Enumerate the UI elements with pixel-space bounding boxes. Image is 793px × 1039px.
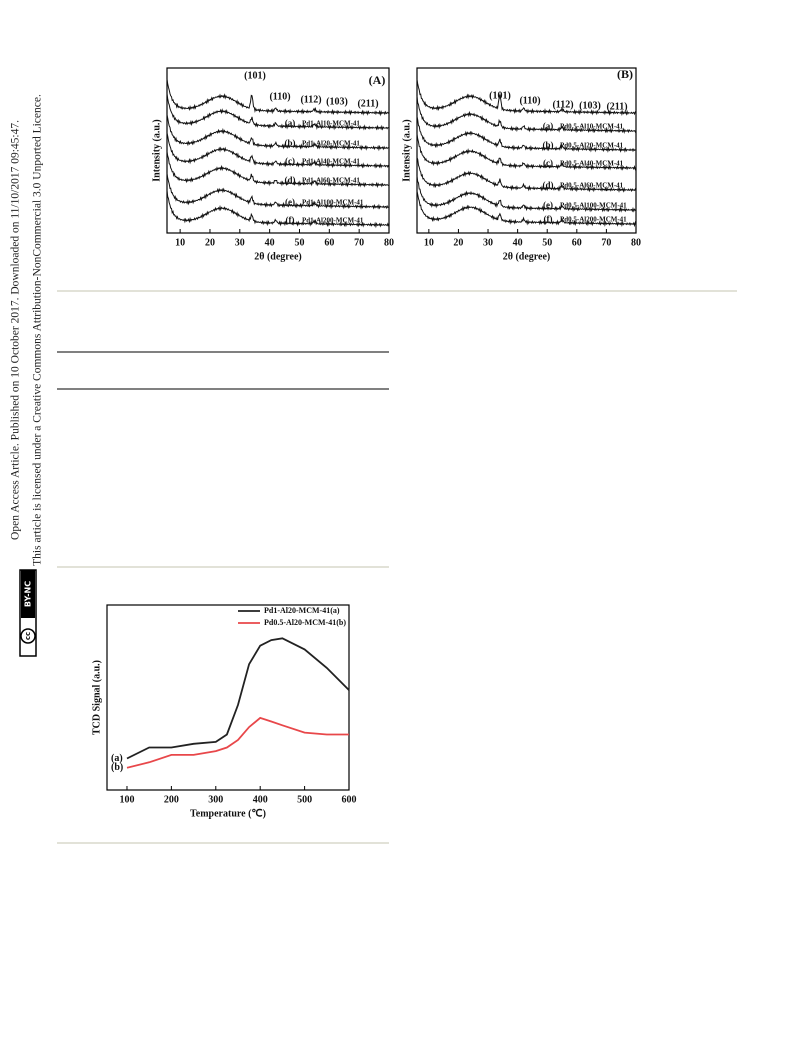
- sample-name: Pd0.5-Al100-MCM-41: [560, 202, 627, 210]
- x-tick-label: 50: [542, 237, 552, 248]
- sample-tag: (d): [543, 180, 554, 190]
- x-axis-label: 2θ (degree): [503, 251, 551, 262]
- sample-name: Pd1-Al60-MCM-41: [302, 177, 360, 185]
- sample-tag: (f): [544, 214, 553, 224]
- plot-frame: [416, 67, 637, 234]
- sample-tag: (f): [286, 215, 295, 225]
- sample-name: Pd0.5-Al20-MCM-41: [560, 142, 624, 150]
- series-line: [126, 716, 349, 769]
- x-tick-label: 20: [453, 237, 463, 248]
- x-tick-label: 40: [513, 237, 523, 248]
- pattern-curve: [416, 116, 637, 153]
- x-tick-label: 60: [324, 237, 334, 248]
- series-tag: (b): [111, 762, 123, 773]
- x-tick-label: 10: [175, 237, 185, 248]
- y-axis-label: Intensity (a.u.): [401, 119, 412, 182]
- pattern-curve: [416, 175, 637, 213]
- sample-name: Pd1-Al40-MCM-41: [302, 158, 360, 166]
- peak-label: (112): [552, 99, 573, 110]
- x-tick-label: 40: [265, 237, 275, 248]
- x-tick-label: 200: [164, 794, 179, 805]
- badge-cc: cc: [24, 632, 32, 640]
- x-tick-label: 60: [572, 237, 582, 248]
- pattern-curve: [166, 114, 389, 152]
- y-axis-label: TCD Signal (a.u.): [91, 660, 102, 735]
- pattern-curve: [416, 190, 637, 228]
- sample-tag: (d): [285, 175, 296, 185]
- pattern-curve: [416, 133, 637, 171]
- x-tick-label: 50: [294, 237, 304, 248]
- plot-frame: [166, 67, 390, 234]
- panel-letter: (A): [369, 73, 386, 87]
- x-tick-label: 600: [342, 794, 357, 805]
- legend-label: Pd0.5-Al20-MCM-41(b): [264, 618, 346, 627]
- x-tick-label: 70: [354, 237, 364, 248]
- x-tick-label: 20: [205, 237, 215, 248]
- x-tick-label: 30: [483, 237, 493, 248]
- x-tick-label: 300: [208, 794, 223, 805]
- x-tick-label: 30: [235, 237, 245, 248]
- peak-label: (110): [519, 95, 540, 106]
- sample-tag: (e): [543, 200, 553, 210]
- pattern-curve: [416, 79, 637, 117]
- x-tick-label: 500: [297, 794, 312, 805]
- sample-tag: (e): [285, 197, 295, 207]
- sample-name: Pd1-Al10-MCM-41: [302, 120, 360, 128]
- license-badge: BY-NC cc: [19, 569, 37, 657]
- pattern-curve: [166, 93, 389, 131]
- x-tick-label: 80: [631, 237, 641, 248]
- peak-label: (110): [269, 91, 290, 102]
- x-tick-label: 100: [119, 794, 134, 805]
- side-note: This article is licensed under a Creativ…: [32, 94, 44, 566]
- x-tick-label: 80: [384, 237, 394, 248]
- badge-circle: [20, 628, 36, 644]
- series-tag: (a): [111, 753, 123, 764]
- sample-tag: (a): [285, 118, 296, 128]
- pattern-curve: [166, 173, 389, 210]
- badge-terms: BY-NC: [24, 581, 33, 607]
- peak-label: (101): [244, 70, 266, 81]
- sample-name: Pd1-Al200-MCM-41: [302, 217, 364, 225]
- plot-frame: [106, 604, 350, 791]
- sample-name: Pd1-Al20-MCM-41: [302, 140, 360, 148]
- pattern-curve: [166, 132, 390, 169]
- pattern-curve: [416, 96, 637, 134]
- peak-label: (211): [606, 101, 627, 112]
- sample-name: Pd0.5-Al60-MCM-41: [560, 182, 624, 190]
- pattern-curve: [166, 151, 389, 189]
- sample-tag: (c): [543, 158, 553, 168]
- peak-label: (103): [326, 96, 348, 107]
- x-axis-label: 2θ (degree): [254, 251, 302, 262]
- x-tick-label: 10: [424, 237, 434, 248]
- series-line: [126, 637, 350, 760]
- panel-letter: (B): [617, 67, 633, 81]
- sample-name: Pd1-Al100-MCM-41: [302, 199, 364, 207]
- pattern-curve: [416, 157, 637, 193]
- sample-tag: (b): [285, 138, 296, 148]
- x-axis-label: Temperature (℃): [190, 808, 266, 819]
- peak-label: (211): [357, 98, 378, 109]
- legend-label: Pd1-Al20-MCM-41(a): [264, 606, 340, 615]
- sample-name: Pd0.5-Al10-MCM-41: [560, 123, 624, 131]
- pattern-curve: [166, 190, 390, 229]
- y-axis-label: Intensity (a.u.): [151, 119, 162, 182]
- sample-tag: (c): [285, 156, 295, 166]
- x-tick-label: 400: [253, 794, 268, 805]
- pattern-curve: [166, 78, 390, 117]
- sample-tag: (b): [543, 140, 554, 150]
- sample-name: Pd0.5-Al40-MCM-41: [560, 160, 624, 168]
- sample-name: Pd0.5-Al200-MCM-41: [560, 216, 627, 224]
- x-tick-label: 70: [601, 237, 611, 248]
- peak-label: (112): [300, 94, 321, 105]
- sample-tag: (a): [543, 121, 554, 131]
- peak-label: (103): [579, 100, 601, 111]
- side-note: Open Access Article. Published on 10 Oct…: [10, 120, 22, 540]
- badge-dark: [21, 570, 35, 618]
